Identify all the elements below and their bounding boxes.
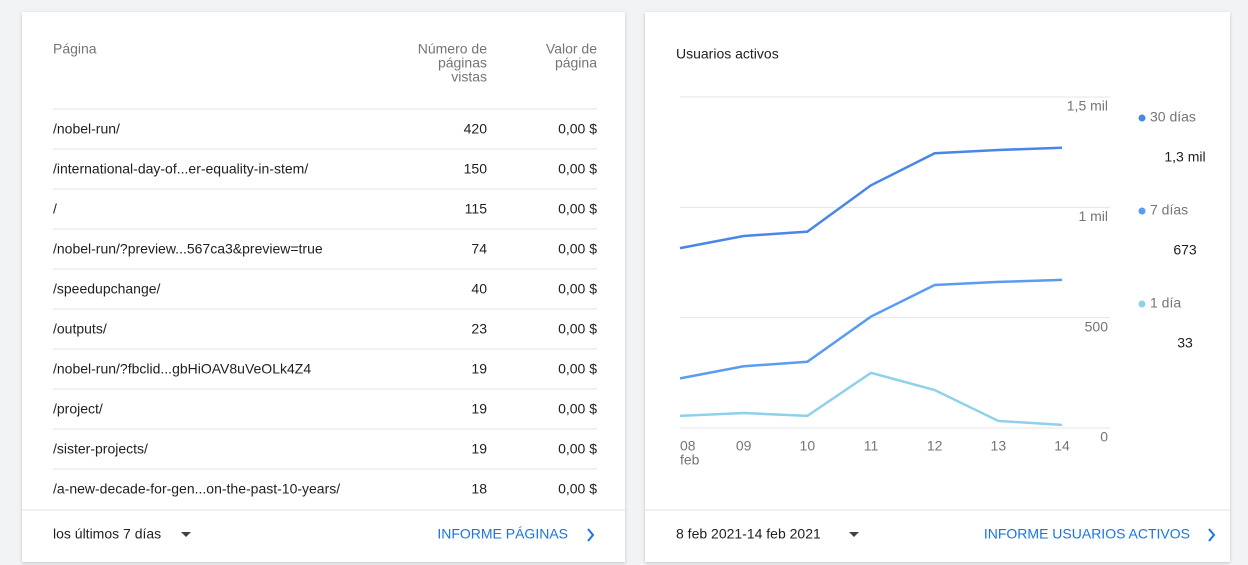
chart-card	[645, 12, 1230, 562]
table-cell: /sister-projects/	[53, 441, 148, 457]
period-selector[interactable]: 8 feb 2021-14 feb 2021	[676, 526, 821, 542]
legend-label: 1 día	[1150, 295, 1181, 311]
x-tick-label: 14	[1054, 438, 1070, 454]
series-line	[679, 371, 1063, 427]
legend-label: 30 días	[1150, 109, 1196, 125]
x-tick-label: 08	[680, 438, 696, 454]
x-tick-label: 12	[927, 438, 943, 454]
y-tick-label: 1,5 mil	[1067, 98, 1108, 114]
table-cell: 0,00 $	[558, 161, 597, 177]
table-cell: 19	[471, 401, 487, 417]
dropdown-icon[interactable]	[181, 532, 191, 537]
table-cell: /nobel-run/?preview...567ca3&preview=tru…	[53, 241, 323, 257]
x-tick-sublabel: feb	[680, 452, 700, 468]
legend-dot	[1138, 300, 1146, 308]
y-tick-label: 0	[1100, 429, 1108, 445]
table-cell: 40	[471, 281, 487, 297]
legend-value: 33	[1177, 335, 1193, 351]
series-line	[679, 278, 1063, 380]
column-header: páginas	[438, 55, 487, 71]
table-cell: 0,00 $	[558, 441, 597, 457]
table-cell: /a-new-decade-for-gen...on-the-past-10-y…	[53, 481, 340, 497]
report-link[interactable]: INFORME PÁGINAS	[437, 526, 568, 542]
table-cell: 23	[471, 321, 487, 337]
column-header: página	[555, 55, 597, 71]
table-cell: 0,00 $	[558, 201, 597, 217]
table-cell: 0,00 $	[558, 361, 597, 377]
x-tick-label: 09	[736, 438, 752, 454]
table-cell: 0,00 $	[558, 281, 597, 297]
dropdown-icon[interactable]	[849, 532, 859, 537]
y-tick-label: 1 mil	[1078, 208, 1108, 224]
legend-value: 673	[1173, 242, 1197, 258]
legend-dot	[1138, 114, 1146, 122]
column-header: Número de	[418, 41, 487, 57]
table-cell: 115	[465, 201, 488, 217]
column-header: vistas	[451, 69, 487, 85]
column-header: Valor de	[546, 41, 597, 57]
table-card	[22, 12, 625, 562]
table-cell: /international-day-of...er-equality-in-s…	[53, 161, 308, 177]
column-header: Página	[53, 41, 97, 57]
chart-title: Usuarios activos	[676, 46, 779, 62]
report-link[interactable]: INFORME USUARIOS ACTIVOS	[984, 526, 1190, 542]
table-cell: 0,00 $	[558, 481, 597, 497]
period-selector[interactable]: los últimos 7 días	[53, 526, 161, 542]
legend-value: 1,3 mil	[1164, 149, 1205, 165]
table-cell: 0,00 $	[558, 401, 597, 417]
series-line	[679, 146, 1063, 250]
table-cell: 420	[464, 121, 488, 137]
table-cell: 19	[471, 361, 487, 377]
table-cell: 0,00 $	[558, 241, 597, 257]
table-cell: /outputs/	[53, 321, 107, 337]
table-cell: /	[53, 201, 57, 217]
y-tick-label: 500	[1085, 318, 1109, 334]
legend-dot	[1138, 207, 1146, 215]
legend-label: 7 días	[1150, 202, 1188, 218]
table-cell: 19	[471, 441, 487, 457]
table-cell: 150	[464, 161, 488, 177]
x-tick-label: 11	[864, 438, 879, 454]
table-cell: /nobel-run/	[53, 121, 120, 137]
chevron-icon[interactable]	[587, 528, 595, 542]
x-tick-label: 13	[991, 438, 1007, 454]
x-tick-label: 10	[800, 438, 816, 454]
table-cell: 0,00 $	[558, 321, 597, 337]
chevron-icon[interactable]	[1208, 528, 1216, 542]
table-cell: /nobel-run/?fbclid...gbHiOAV8uVeOLk4Z4	[53, 361, 311, 377]
table-cell: 74	[471, 241, 487, 257]
table-cell: 0,00 $	[558, 121, 597, 137]
table-cell: /speedupchange/	[53, 281, 161, 297]
table-cell: 18	[471, 481, 487, 497]
table-cell: /project/	[53, 401, 103, 417]
